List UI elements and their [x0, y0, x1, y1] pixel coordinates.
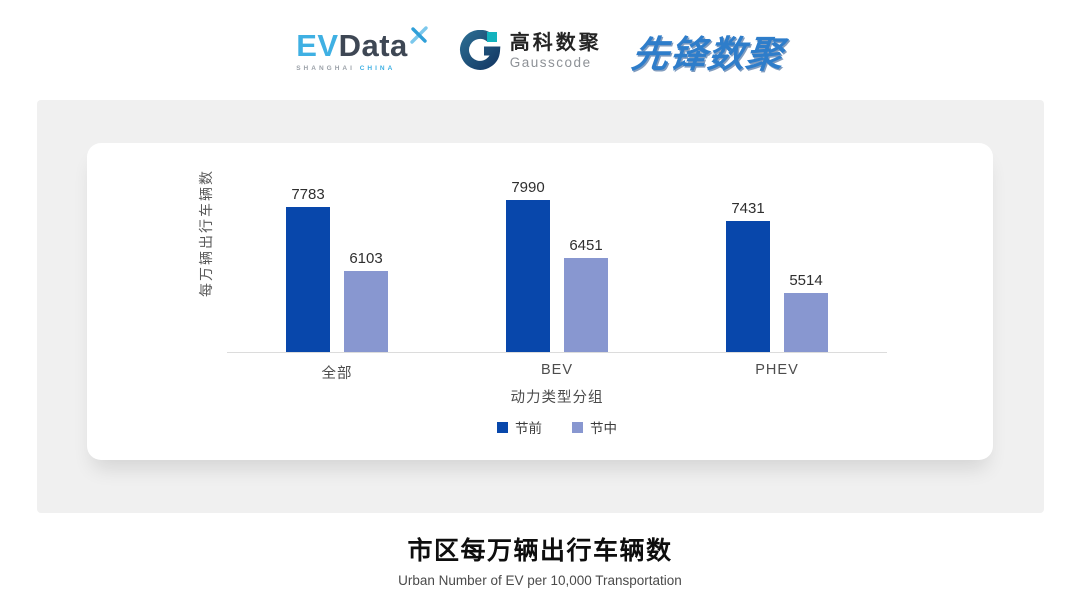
- bar: [344, 270, 388, 352]
- legend-item-节前: 节前: [497, 417, 542, 437]
- bar: [286, 207, 330, 352]
- caption-subtitle: Urban Number of EV per 10,000 Transporta…: [398, 573, 682, 588]
- evdata-shanghai-text: SHANGHAI: [296, 65, 355, 72]
- evdata-subtext: SHANGHAI CHINA: [296, 65, 429, 72]
- xianfeng-logo: 先锋数聚: [629, 34, 786, 75]
- category-label-BEV: BEV: [540, 362, 573, 378]
- legend-label: 节前: [515, 421, 542, 436]
- legend-label: 节中: [590, 421, 617, 436]
- evdata-wordmark: EV Data: [296, 26, 429, 63]
- legend-swatch: [572, 421, 583, 433]
- bar-value-label: 6103: [349, 249, 383, 267]
- category-label-全部: 全部: [321, 366, 353, 382]
- bar-value-label: 7783: [291, 186, 325, 204]
- x-axis-title: 动力类型分组: [510, 390, 604, 406]
- x-axis-line: [227, 352, 887, 353]
- caption-title: 市区每万辆出行车辆数: [407, 537, 673, 565]
- bar-节中-PHEV: 5514: [784, 273, 828, 352]
- chart-panel: 每万辆出行车辆数 7783 6103 7990 6451 7431 5514 全部 BEV P…: [37, 100, 1044, 513]
- legend: 节前 节中: [227, 417, 887, 437]
- bar-value-label: 5514: [789, 271, 823, 289]
- caption: 市区每万辆出行车辆数 Urban Number of EV per 10,000…: [0, 531, 1080, 588]
- bar: [564, 257, 608, 352]
- bar: [506, 199, 550, 352]
- category-axis: 全部 BEV PHEV: [227, 362, 887, 382]
- bar-节前-PHEV: 7431: [726, 201, 770, 352]
- bar-group-BEV: 7990 6451: [506, 178, 608, 352]
- bar-节前-BEV: 7990: [506, 178, 550, 352]
- gausscode-en-text: Gausscode: [509, 55, 592, 70]
- gausscode-logo: 高科数聚 Gausscode: [459, 30, 602, 72]
- bar-节中-BEV: 6451: [564, 238, 608, 352]
- bar-value-label: 7990: [511, 178, 545, 196]
- evdata-ev-text: EV: [296, 28, 339, 63]
- legend-swatch: [497, 421, 508, 433]
- evdata-china-text: CHINA: [359, 65, 396, 72]
- bar-节中-全部: 6103: [344, 251, 388, 352]
- bar-value-label: 6451: [569, 236, 603, 254]
- bar-group-PHEV: 7431 5514: [726, 201, 828, 352]
- gausscode-mark-icon: [459, 30, 501, 70]
- evdata-data-text: Data: [338, 28, 408, 63]
- bar-节前-全部: 7783: [286, 187, 330, 352]
- bar: [726, 220, 770, 352]
- gausscode-cn-text: 高科数聚: [509, 32, 602, 54]
- chart-card: 每万辆出行车辆数 7783 6103 7990 6451 7431 5514 全部 BEV P…: [87, 143, 993, 460]
- bar: [784, 292, 828, 352]
- evdata-sparkle-icon: [410, 26, 428, 44]
- evdata-logo: EV Data SHANGHAI CHINA: [296, 26, 429, 72]
- y-axis-label: 每万辆出行车辆数: [198, 169, 214, 297]
- bar-group-全部: 7783 6103: [286, 187, 388, 352]
- gausscode-text: 高科数聚 Gausscode: [510, 32, 602, 70]
- logo-band: EV Data SHANGHAI CHINA 高科数聚 Gausscode 先锋: [0, 24, 1080, 78]
- bar-value-label: 7431: [731, 199, 765, 217]
- category-label-PHEV: PHEV: [755, 362, 799, 378]
- plot-area: 7783 6103 7990 6451 7431 5514: [227, 143, 887, 353]
- legend-item-节中: 节中: [572, 417, 617, 437]
